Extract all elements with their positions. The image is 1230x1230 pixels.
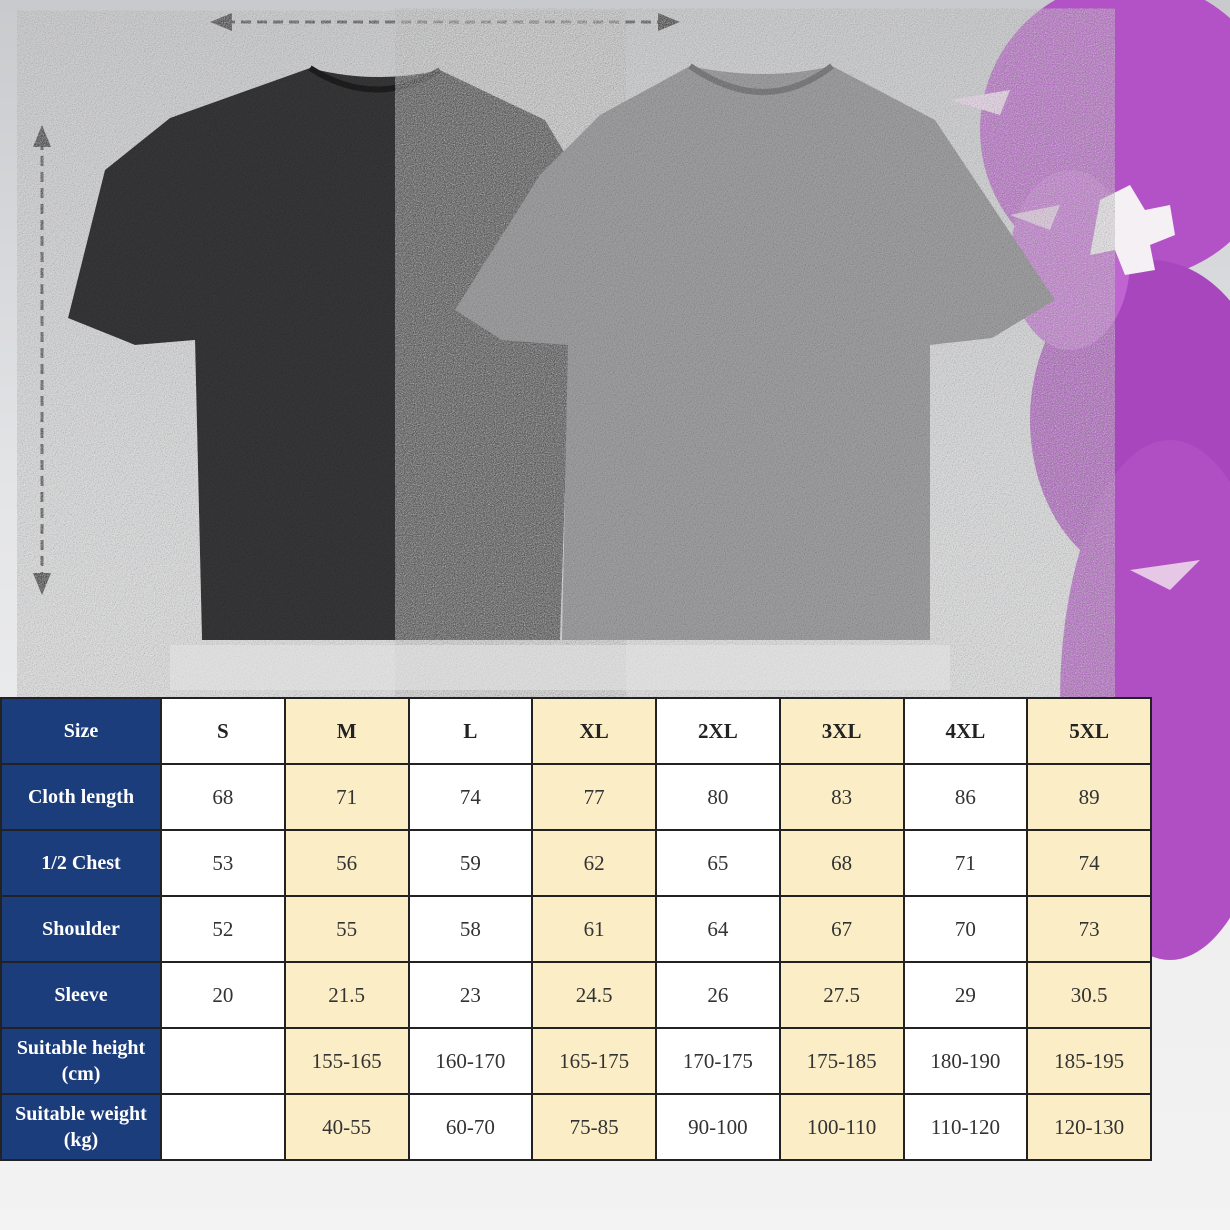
cross-patch-icon — [1090, 185, 1175, 275]
table-row: Sleeve 20 21.5 23 24.5 26 27.5 29 30.5 — [0, 961, 1152, 1029]
table-cell: 83 — [778, 763, 905, 831]
table-cell: 70 — [902, 895, 1029, 963]
gray-tshirt — [455, 63, 1055, 640]
table-cell: 90-100 — [655, 1093, 781, 1161]
table-cell: 89 — [1026, 763, 1152, 831]
table-cell: 24.5 — [531, 961, 657, 1029]
table-cell: 29 — [902, 961, 1029, 1029]
table-row: Suitable height (cm) 155-165 160-170 165-17… — [0, 1027, 1152, 1095]
table-cell: 180-190 — [902, 1027, 1029, 1095]
shirt-reflection — [170, 645, 950, 690]
table-cell: 56 — [283, 829, 410, 897]
table-cell: 27.5 — [778, 961, 905, 1029]
table-cell: 120-130 — [1026, 1093, 1152, 1161]
length-arrow-icon — [33, 125, 51, 595]
size-header: L — [407, 697, 534, 765]
black-tshirt — [68, 65, 575, 640]
table-cell: 68 — [160, 763, 286, 831]
size-header: 4XL — [902, 697, 1029, 765]
table-row: 1/2 Chest 53 56 59 62 65 68 71 74 — [0, 829, 1152, 897]
table-cell: 59 — [407, 829, 534, 897]
table-cell: 74 — [407, 763, 534, 831]
table-cell: 62 — [531, 829, 657, 897]
table-cell: 52 — [160, 895, 286, 963]
table-cell — [160, 1027, 286, 1095]
table-cell: 53 — [160, 829, 286, 897]
row-header: Size — [0, 697, 162, 765]
size-header: XL — [531, 697, 657, 765]
row-header: Sleeve — [0, 961, 162, 1029]
width-arrow-icon — [210, 13, 680, 31]
table-cell: 64 — [655, 895, 781, 963]
table-cell: 61 — [531, 895, 657, 963]
table-cell — [160, 1093, 286, 1161]
table-cell: 77 — [531, 763, 657, 831]
table-cell: 21.5 — [283, 961, 410, 1029]
row-header: Suitable height (cm) — [0, 1027, 162, 1095]
table-cell: 30.5 — [1026, 961, 1152, 1029]
table-row: Suitable weight (kg) 40-55 60-70 75-85 90-10… — [0, 1093, 1152, 1161]
table-row-size: Size S M L XL 2XL 3XL 4XL 5XL — [0, 697, 1152, 765]
table-cell: 74 — [1026, 829, 1152, 897]
table-cell: 55 — [283, 895, 410, 963]
size-header: 2XL — [655, 697, 781, 765]
table-cell: 73 — [1026, 895, 1152, 963]
table-cell: 160-170 — [407, 1027, 534, 1095]
table-cell: 71 — [902, 829, 1029, 897]
table-cell: 67 — [778, 895, 905, 963]
table-cell: 40-55 — [283, 1093, 410, 1161]
table-cell: 110-120 — [902, 1093, 1029, 1161]
table-cell: 75-85 — [531, 1093, 657, 1161]
size-chart-table: Size S M L XL 2XL 3XL 4XL 5XL Cloth leng… — [0, 697, 1152, 1161]
table-cell: 185-195 — [1026, 1027, 1152, 1095]
table-cell: 26 — [655, 961, 781, 1029]
table-cell: 80 — [655, 763, 781, 831]
table-cell: 60-70 — [407, 1093, 534, 1161]
size-header: M — [283, 697, 410, 765]
row-header: Shoulder — [0, 895, 162, 963]
row-header: 1/2 Chest — [0, 829, 162, 897]
table-cell: 65 — [655, 829, 781, 897]
table-cell: 175-185 — [778, 1027, 905, 1095]
table-row: Cloth length 68 71 74 77 80 83 86 89 — [0, 763, 1152, 831]
size-header: 5XL — [1026, 697, 1152, 765]
row-header: Cloth length — [0, 763, 162, 831]
table-cell: 170-175 — [655, 1027, 781, 1095]
table-row: Shoulder 52 55 58 61 64 67 70 73 — [0, 895, 1152, 963]
table-cell: 100-110 — [778, 1093, 905, 1161]
table-cell: 58 — [407, 895, 534, 963]
table-cell: 71 — [283, 763, 410, 831]
table-cell: 23 — [407, 961, 534, 1029]
table-cell: 155-165 — [283, 1027, 410, 1095]
row-header: Suitable weight (kg) — [0, 1093, 162, 1161]
table-cell: 86 — [902, 763, 1029, 831]
table-cell: 165-175 — [531, 1027, 657, 1095]
table-cell: 20 — [160, 961, 286, 1029]
size-header: 3XL — [778, 697, 905, 765]
table-cell: 68 — [778, 829, 905, 897]
size-header: S — [160, 697, 286, 765]
